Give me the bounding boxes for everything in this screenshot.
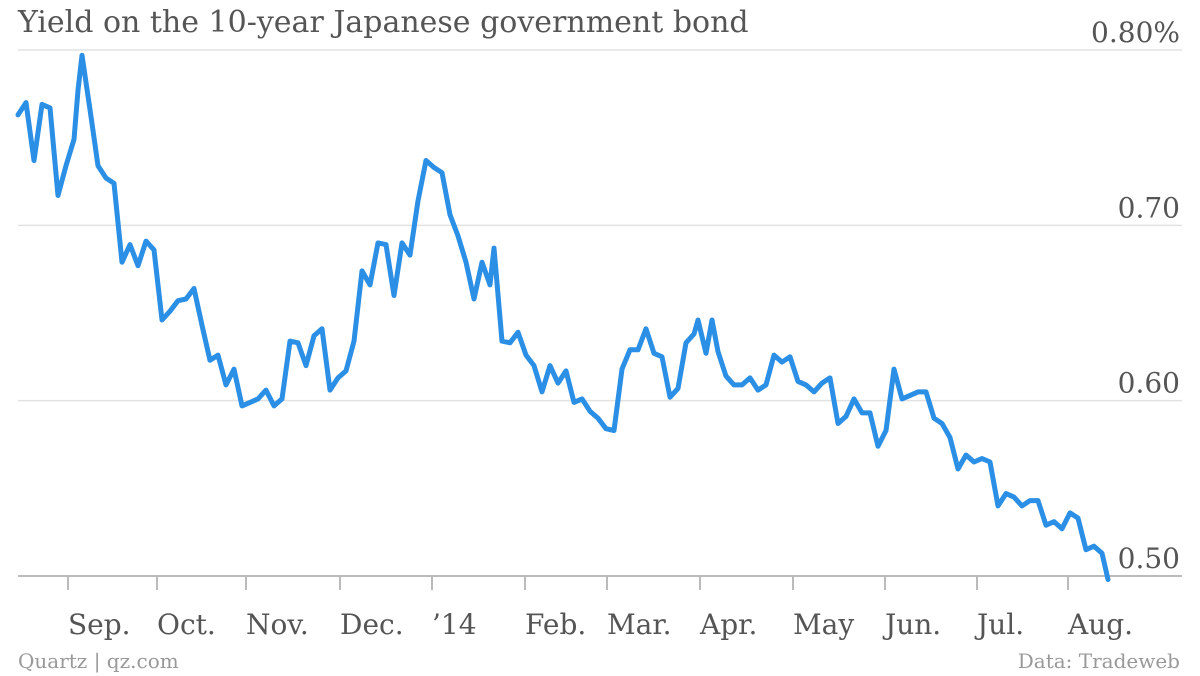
y-tick-label: 0.50	[1118, 542, 1180, 575]
x-tick-label: Sep.	[68, 608, 131, 641]
x-tick-label: Dec.	[340, 608, 404, 641]
credit: Quartz | qz.com	[18, 649, 179, 674]
x-tick-label: Feb.	[525, 608, 586, 641]
x-tick-label: Mar.	[607, 608, 672, 641]
x-tick-label: Nov.	[246, 608, 309, 641]
x-tick-label: Jun.	[882, 608, 941, 641]
line	[15, 52, 1111, 582]
y-tick-label: 0.80%	[1091, 16, 1180, 49]
x-tick-label: May	[793, 608, 854, 641]
x-tick-label: Jul.	[974, 608, 1024, 641]
chart-title: Yield on the 10-year Japanese government…	[17, 5, 749, 40]
x-tick-label: Apr.	[699, 608, 757, 641]
x-tick-label: Aug.	[1067, 608, 1133, 641]
y-tick-label: 0.70	[1118, 191, 1180, 224]
x-tick-label: ’14	[432, 608, 477, 641]
x-tick-label: Oct.	[157, 608, 216, 641]
source: Data: Tradeweb	[1018, 649, 1180, 673]
y-tick-label: 0.60	[1118, 367, 1180, 400]
